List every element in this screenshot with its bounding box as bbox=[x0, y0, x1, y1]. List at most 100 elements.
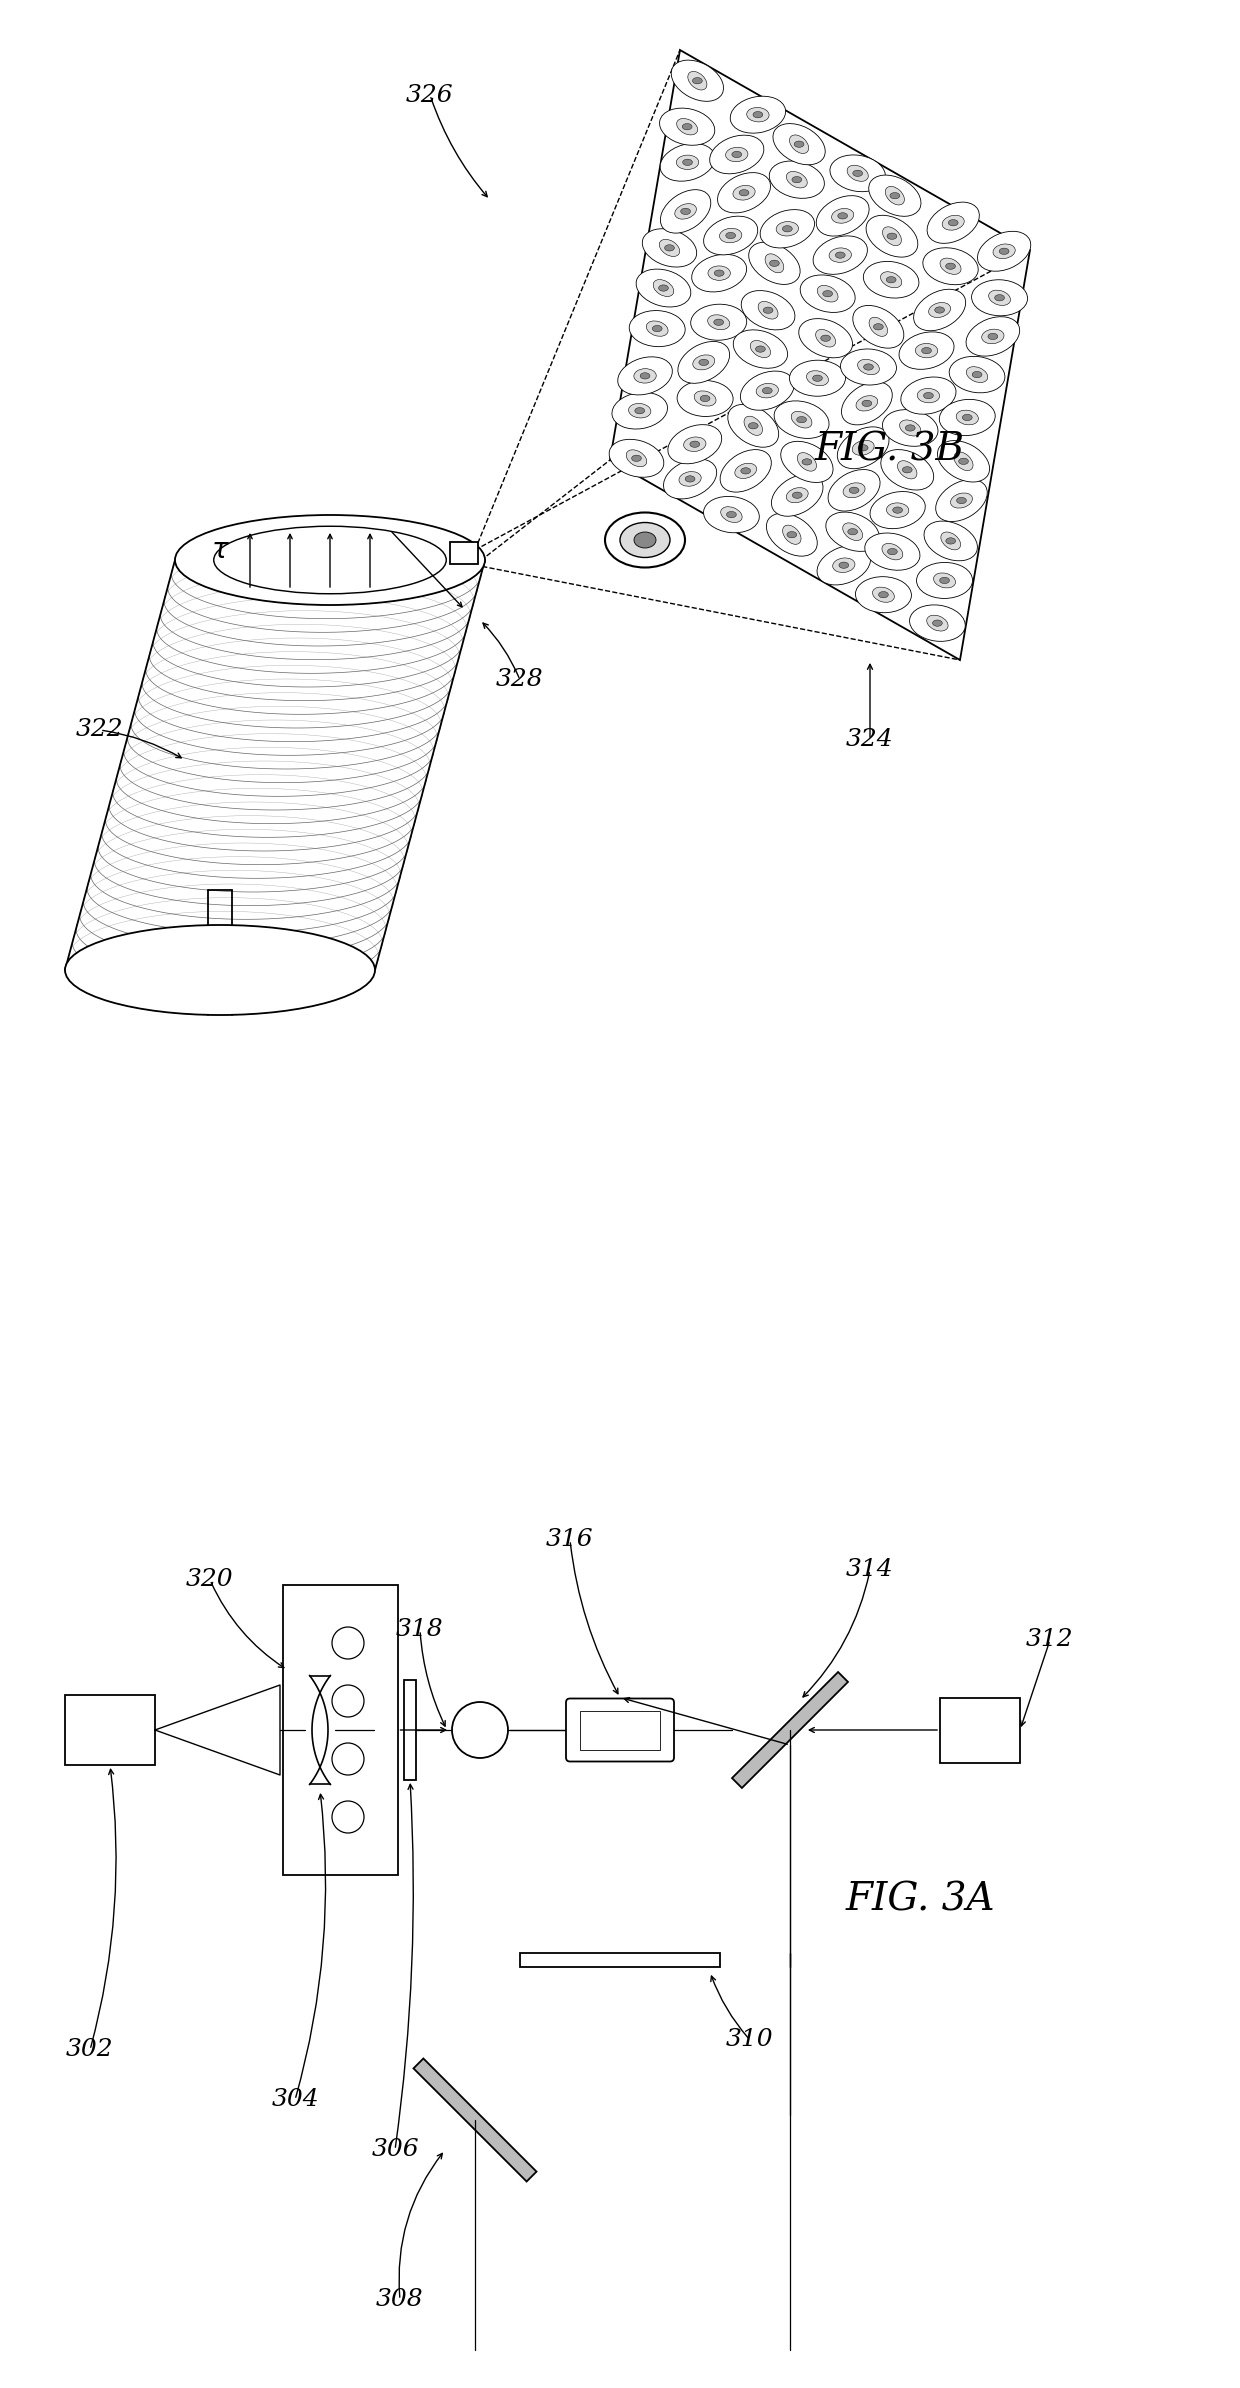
Ellipse shape bbox=[661, 189, 711, 234]
Ellipse shape bbox=[733, 330, 787, 368]
Text: FIG. 3A: FIG. 3A bbox=[846, 1882, 994, 1918]
Ellipse shape bbox=[727, 511, 737, 518]
Ellipse shape bbox=[658, 284, 668, 291]
Ellipse shape bbox=[802, 458, 812, 466]
Ellipse shape bbox=[833, 559, 854, 573]
Ellipse shape bbox=[915, 344, 937, 358]
Ellipse shape bbox=[853, 306, 904, 349]
Ellipse shape bbox=[924, 521, 977, 561]
Ellipse shape bbox=[668, 425, 722, 463]
Ellipse shape bbox=[770, 260, 779, 267]
Ellipse shape bbox=[900, 377, 956, 413]
Ellipse shape bbox=[765, 253, 784, 272]
Ellipse shape bbox=[885, 186, 904, 205]
Ellipse shape bbox=[935, 306, 945, 313]
Ellipse shape bbox=[677, 380, 733, 416]
Ellipse shape bbox=[921, 349, 931, 353]
Ellipse shape bbox=[725, 232, 735, 239]
Ellipse shape bbox=[923, 248, 978, 284]
Ellipse shape bbox=[848, 528, 858, 535]
Ellipse shape bbox=[888, 549, 898, 554]
Text: 322: 322 bbox=[76, 719, 124, 743]
Ellipse shape bbox=[843, 523, 863, 540]
Ellipse shape bbox=[618, 356, 672, 394]
Ellipse shape bbox=[635, 408, 645, 413]
Ellipse shape bbox=[786, 172, 807, 189]
Ellipse shape bbox=[708, 265, 730, 279]
Ellipse shape bbox=[918, 389, 940, 404]
Ellipse shape bbox=[823, 291, 832, 296]
Ellipse shape bbox=[899, 332, 954, 370]
Ellipse shape bbox=[653, 279, 673, 296]
Ellipse shape bbox=[699, 358, 708, 365]
Ellipse shape bbox=[744, 416, 763, 435]
Ellipse shape bbox=[862, 401, 872, 406]
Ellipse shape bbox=[816, 330, 836, 346]
Ellipse shape bbox=[856, 396, 878, 411]
Ellipse shape bbox=[683, 437, 706, 451]
Ellipse shape bbox=[994, 294, 1004, 301]
Text: 328: 328 bbox=[496, 669, 544, 693]
Ellipse shape bbox=[883, 227, 901, 246]
Ellipse shape bbox=[956, 411, 978, 425]
Ellipse shape bbox=[636, 270, 691, 308]
Ellipse shape bbox=[792, 177, 802, 184]
Ellipse shape bbox=[863, 260, 919, 298]
Ellipse shape bbox=[853, 170, 863, 177]
Ellipse shape bbox=[742, 291, 795, 330]
Ellipse shape bbox=[760, 210, 815, 248]
Ellipse shape bbox=[826, 511, 879, 552]
Ellipse shape bbox=[620, 523, 670, 556]
Ellipse shape bbox=[929, 303, 951, 318]
Ellipse shape bbox=[665, 244, 675, 251]
Polygon shape bbox=[732, 1672, 848, 1789]
Ellipse shape bbox=[791, 411, 812, 427]
Ellipse shape bbox=[916, 564, 972, 599]
Ellipse shape bbox=[838, 213, 848, 220]
Ellipse shape bbox=[959, 458, 968, 463]
Ellipse shape bbox=[660, 143, 715, 181]
Ellipse shape bbox=[746, 107, 769, 122]
Ellipse shape bbox=[774, 401, 830, 439]
Ellipse shape bbox=[849, 487, 859, 494]
Ellipse shape bbox=[758, 301, 777, 320]
Ellipse shape bbox=[830, 248, 852, 263]
Ellipse shape bbox=[739, 189, 749, 196]
Ellipse shape bbox=[890, 193, 900, 198]
Ellipse shape bbox=[782, 525, 801, 544]
Text: 310: 310 bbox=[727, 2027, 774, 2051]
Ellipse shape bbox=[634, 533, 656, 547]
Ellipse shape bbox=[689, 442, 699, 447]
Ellipse shape bbox=[873, 325, 883, 330]
Ellipse shape bbox=[749, 423, 758, 430]
Ellipse shape bbox=[954, 451, 973, 470]
Ellipse shape bbox=[676, 155, 699, 170]
Ellipse shape bbox=[782, 224, 792, 232]
Ellipse shape bbox=[794, 141, 804, 148]
Ellipse shape bbox=[899, 420, 921, 437]
Ellipse shape bbox=[977, 232, 1030, 272]
Ellipse shape bbox=[866, 215, 918, 258]
Ellipse shape bbox=[843, 482, 866, 497]
Ellipse shape bbox=[956, 497, 966, 504]
Text: 302: 302 bbox=[66, 2039, 114, 2061]
Text: 308: 308 bbox=[376, 2288, 424, 2312]
Text: 326: 326 bbox=[407, 84, 454, 107]
Ellipse shape bbox=[740, 370, 794, 411]
Ellipse shape bbox=[988, 289, 1011, 306]
Ellipse shape bbox=[786, 487, 808, 504]
Ellipse shape bbox=[728, 404, 779, 447]
Ellipse shape bbox=[771, 475, 823, 516]
Ellipse shape bbox=[332, 1801, 365, 1834]
Ellipse shape bbox=[634, 368, 656, 382]
Ellipse shape bbox=[882, 544, 903, 559]
Ellipse shape bbox=[678, 341, 729, 384]
Ellipse shape bbox=[932, 621, 942, 626]
Ellipse shape bbox=[732, 150, 742, 158]
Ellipse shape bbox=[773, 124, 826, 165]
Ellipse shape bbox=[966, 368, 988, 382]
Ellipse shape bbox=[718, 172, 770, 213]
Ellipse shape bbox=[864, 533, 920, 571]
Ellipse shape bbox=[910, 604, 965, 642]
Ellipse shape bbox=[663, 458, 717, 499]
